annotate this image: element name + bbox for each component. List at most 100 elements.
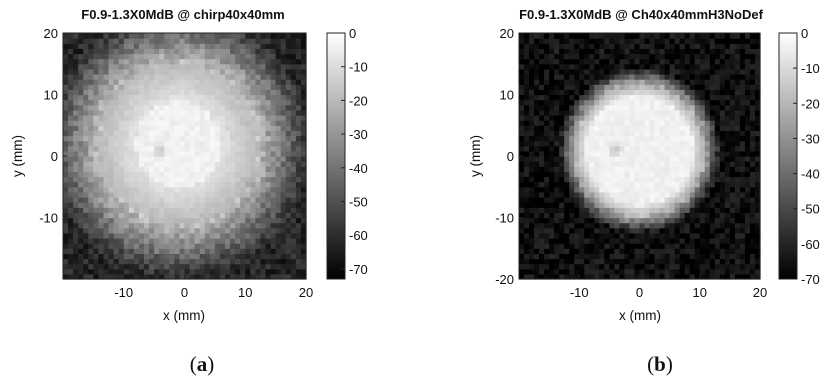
heatmap-cell xyxy=(219,120,226,126)
heatmap-cell xyxy=(744,104,751,111)
heatmap-cell xyxy=(529,191,535,198)
heatmap-cell xyxy=(669,53,676,60)
heatmap-cell xyxy=(549,186,555,193)
heatmap-cell xyxy=(154,273,160,280)
heatmap-cell xyxy=(154,84,160,90)
heatmap-cell xyxy=(554,263,560,270)
heatmap-cell xyxy=(113,176,120,183)
heatmap-cell xyxy=(539,145,545,152)
heatmap-cell xyxy=(230,258,236,265)
heatmap-cell xyxy=(714,135,721,142)
heatmap-cell xyxy=(549,227,555,234)
heatmap-cell xyxy=(669,156,676,162)
heatmap-cell xyxy=(88,258,94,265)
heatmap-cell xyxy=(169,150,175,157)
heatmap-cell xyxy=(113,135,120,142)
heatmap-cell xyxy=(128,150,135,157)
heatmap-cell xyxy=(669,125,676,131)
heatmap-cell xyxy=(113,130,120,137)
heatmap-cell xyxy=(579,109,585,116)
heatmap-cell xyxy=(739,63,746,70)
heatmap-cell xyxy=(519,161,525,167)
heatmap-cell xyxy=(614,145,621,152)
heatmap-cell xyxy=(629,176,636,183)
heatmap-cell xyxy=(133,176,140,183)
heatmap-cell xyxy=(699,186,706,193)
heatmap-cell xyxy=(599,161,605,167)
heatmap-cell xyxy=(250,248,256,254)
heatmap-cell xyxy=(644,238,651,244)
heatmap-cell xyxy=(674,238,681,244)
heatmap-cell xyxy=(159,212,165,219)
heatmap-cell xyxy=(724,207,731,213)
heatmap-cell xyxy=(729,94,736,101)
heatmap-cell xyxy=(290,48,297,55)
heatmap-cell xyxy=(624,222,631,229)
heatmap-cell xyxy=(694,53,701,60)
heatmap-cell xyxy=(699,84,706,90)
heatmap-cell xyxy=(584,150,590,157)
heatmap-cell xyxy=(739,181,746,188)
heatmap-cell xyxy=(694,227,701,234)
heatmap-cell xyxy=(674,202,681,208)
heatmap-cell xyxy=(179,79,186,85)
heatmap-cell xyxy=(724,58,731,65)
heatmap-cell xyxy=(225,145,231,152)
heatmap-cell xyxy=(699,68,706,75)
heatmap-cell xyxy=(629,145,636,152)
heatmap-cell xyxy=(724,191,731,198)
heatmap-cell xyxy=(83,166,89,172)
heatmap-cell xyxy=(214,268,221,275)
heatmap-cell xyxy=(164,186,170,193)
heatmap-cell xyxy=(209,207,216,213)
heatmap-cell xyxy=(204,135,211,142)
heatmap-cell xyxy=(664,227,671,234)
heatmap-cell xyxy=(559,104,565,111)
heatmap-cell xyxy=(639,140,646,147)
heatmap-cell xyxy=(709,33,716,39)
heatmap-cell xyxy=(579,166,585,172)
heatmap-cell xyxy=(240,99,246,106)
heatmap-cell xyxy=(83,268,89,275)
heatmap-cell xyxy=(659,212,666,219)
heatmap-cell xyxy=(214,68,221,75)
heatmap-cell xyxy=(225,171,231,178)
heatmap-cell xyxy=(719,222,726,229)
heatmap-cell xyxy=(524,74,530,80)
heatmap-cell xyxy=(199,68,206,75)
heatmap-cell xyxy=(219,253,226,260)
heatmap-cell xyxy=(674,43,681,49)
heatmap-cell xyxy=(564,63,570,70)
heatmap-cell xyxy=(174,48,181,55)
heatmap-cell xyxy=(93,263,100,270)
heatmap-cell xyxy=(549,191,555,198)
heatmap-cell xyxy=(230,130,236,137)
heatmap-cell xyxy=(128,166,135,172)
heatmap-cell xyxy=(754,145,761,152)
heatmap-cell xyxy=(169,156,175,162)
heatmap-cell xyxy=(240,115,246,121)
heatmap-cell xyxy=(285,156,292,162)
heatmap-cell xyxy=(734,115,741,121)
heatmap-cell xyxy=(113,238,120,244)
heatmap-cell xyxy=(73,253,79,260)
heatmap-cell xyxy=(138,84,145,90)
heatmap-cell xyxy=(614,232,621,239)
heatmap-cell xyxy=(689,43,696,49)
heatmap-cell xyxy=(108,248,115,254)
heatmap-cell xyxy=(699,253,706,260)
heatmap-cell xyxy=(275,104,282,111)
heatmap-cell xyxy=(189,212,196,219)
heatmap-cell xyxy=(709,115,716,121)
heatmap-cell xyxy=(265,227,272,234)
heatmap-cell xyxy=(255,135,262,142)
heatmap-cell xyxy=(219,202,226,208)
heatmap-cell xyxy=(108,227,115,234)
heatmap-cell xyxy=(709,89,716,96)
heatmap-cell xyxy=(679,253,686,260)
heatmap-cell xyxy=(594,79,600,85)
heatmap-cell xyxy=(589,89,595,96)
heatmap-cell xyxy=(579,202,585,208)
heatmap-cell xyxy=(569,253,575,260)
